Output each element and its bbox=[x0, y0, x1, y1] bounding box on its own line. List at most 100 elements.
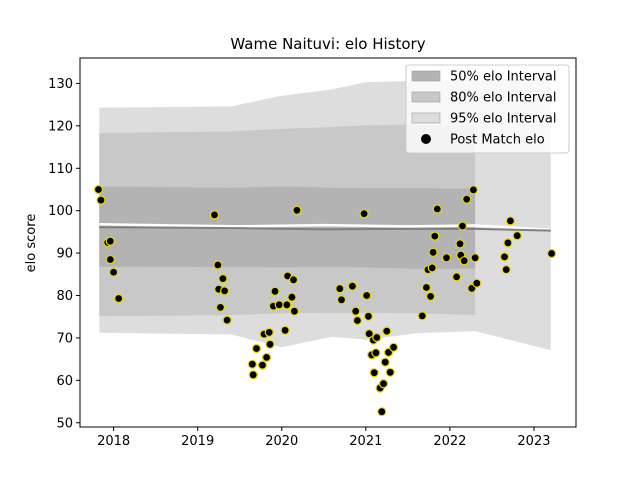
post-match-elo-point bbox=[501, 265, 511, 275]
legend-swatch bbox=[411, 70, 441, 82]
legend-label: Post Match elo bbox=[450, 133, 545, 148]
post-match-elo-point bbox=[512, 231, 522, 241]
post-match-elo-point bbox=[372, 332, 382, 343]
post-match-elo-point bbox=[369, 368, 379, 378]
post-match-elo-point bbox=[222, 315, 232, 325]
post-match-elo-point bbox=[220, 286, 230, 296]
post-match-elo-point bbox=[288, 275, 299, 285]
mean-elo-line bbox=[99, 223, 551, 232]
y-tick-label: 60 bbox=[56, 374, 73, 389]
median-elo-line bbox=[99, 226, 551, 232]
post-match-elo-point bbox=[441, 253, 452, 263]
post-match-elo-point bbox=[371, 348, 381, 358]
x-tick-label: 2021 bbox=[349, 434, 382, 449]
post-match-elo-point bbox=[347, 281, 357, 291]
post-match-elo-point bbox=[289, 306, 299, 316]
legend-label: 95% elo Interval bbox=[450, 112, 557, 127]
post-match-elo-point bbox=[470, 253, 480, 263]
post-match-elo-point bbox=[472, 278, 482, 288]
post-match-elo-point bbox=[452, 272, 462, 282]
50-elo-interval-band bbox=[99, 186, 476, 269]
post-match-elo-point bbox=[459, 256, 469, 266]
post-match-elo-point bbox=[426, 291, 436, 301]
post-match-elo-point bbox=[108, 267, 119, 277]
y-tick-label: 120 bbox=[48, 119, 73, 134]
post-match-elo-point bbox=[264, 327, 274, 337]
post-match-elo-point bbox=[248, 370, 258, 380]
post-match-elo-point bbox=[105, 254, 115, 265]
post-match-elo-point bbox=[499, 252, 510, 262]
y-tick-label: 110 bbox=[48, 162, 73, 177]
post-match-elo-point bbox=[93, 184, 104, 195]
legend-label: 50% elo Interval bbox=[450, 70, 557, 85]
post-match-elo-point bbox=[363, 311, 373, 321]
post-match-elo-point bbox=[247, 359, 257, 369]
legend: 50% elo Interval 80% elo Interval 95% elo … bbox=[405, 64, 570, 154]
post-match-elo-point bbox=[377, 407, 387, 417]
post-match-elo-point bbox=[257, 360, 267, 370]
y-tick-label: 100 bbox=[48, 204, 73, 219]
post-match-elo-point bbox=[546, 248, 557, 259]
post-match-elo-point bbox=[455, 239, 465, 249]
y-tick-label: 80 bbox=[56, 289, 73, 304]
post-match-elo-point bbox=[417, 311, 427, 321]
post-match-elo-point bbox=[96, 195, 106, 205]
post-match-elo-point bbox=[105, 236, 115, 246]
post-match-elo-point bbox=[505, 216, 515, 226]
post-match-elo-point bbox=[114, 293, 124, 304]
post-match-elo-point bbox=[362, 290, 372, 301]
y-tick-label: 90 bbox=[56, 247, 73, 262]
post-match-elo-point bbox=[251, 343, 262, 354]
y-axis: 50 60 70 80 90 100 110 120 130 bbox=[48, 77, 80, 431]
post-match-elo-point bbox=[468, 185, 478, 195]
plot-frame bbox=[79, 57, 577, 428]
post-match-elo-point bbox=[336, 295, 347, 305]
post-match-elo-point bbox=[462, 194, 472, 204]
legend-label: 80% elo Interval bbox=[450, 91, 557, 106]
post-match-elo-point bbox=[364, 329, 374, 339]
post-match-elo-point bbox=[385, 367, 395, 377]
post-match-elo-point bbox=[218, 274, 228, 284]
post-match-elo-point bbox=[282, 300, 292, 310]
post-match-elo-point bbox=[432, 204, 442, 214]
post-match-elo-point bbox=[503, 238, 513, 248]
post-match-elo-point bbox=[215, 302, 225, 312]
post-match-elo-point bbox=[427, 263, 437, 273]
post-match-elo-point bbox=[213, 260, 223, 270]
legend-swatch bbox=[411, 112, 441, 124]
post-match-elo-point bbox=[274, 300, 284, 310]
x-tick-label: 2023 bbox=[517, 434, 550, 449]
legend-marker bbox=[421, 134, 431, 144]
post-match-elo-point bbox=[378, 379, 389, 389]
post-match-elo-point bbox=[280, 325, 290, 335]
chart-title: Wame Naituvi: elo History bbox=[230, 35, 425, 53]
x-tick-label: 2022 bbox=[433, 434, 466, 449]
y-tick-label: 50 bbox=[56, 416, 73, 431]
post-match-elo-point bbox=[352, 315, 362, 326]
post-match-elo-point bbox=[351, 306, 361, 316]
y-tick-label: 70 bbox=[56, 331, 73, 346]
post-match-elo-point bbox=[262, 352, 272, 362]
post-match-elo-point bbox=[265, 339, 275, 349]
post-match-elo-point bbox=[335, 284, 345, 294]
legend-swatch bbox=[411, 91, 441, 103]
post-match-elo-point bbox=[382, 326, 392, 336]
post-match-elo-point bbox=[380, 357, 390, 367]
post-match-elo-point bbox=[389, 342, 399, 352]
x-tick-label: 2018 bbox=[97, 434, 130, 449]
post-match-elo-point bbox=[209, 210, 220, 220]
legend-box bbox=[405, 64, 570, 154]
x-tick-label: 2019 bbox=[181, 434, 214, 449]
post-match-elo-point bbox=[428, 247, 438, 257]
post-match-elo-point bbox=[287, 292, 297, 302]
post-match-elo-point bbox=[270, 286, 280, 296]
post-match-elo-point bbox=[457, 221, 468, 231]
post-match-elo-point bbox=[430, 231, 440, 241]
x-axis: 2018 2019 2020 2021 2022 2023 bbox=[97, 427, 551, 449]
post-match-elo-point bbox=[421, 282, 431, 293]
post-match-elo-point bbox=[292, 205, 302, 215]
post-match-elo-point bbox=[359, 209, 369, 219]
x-tick-label: 2020 bbox=[265, 434, 298, 449]
y-tick-label: 130 bbox=[48, 77, 73, 92]
